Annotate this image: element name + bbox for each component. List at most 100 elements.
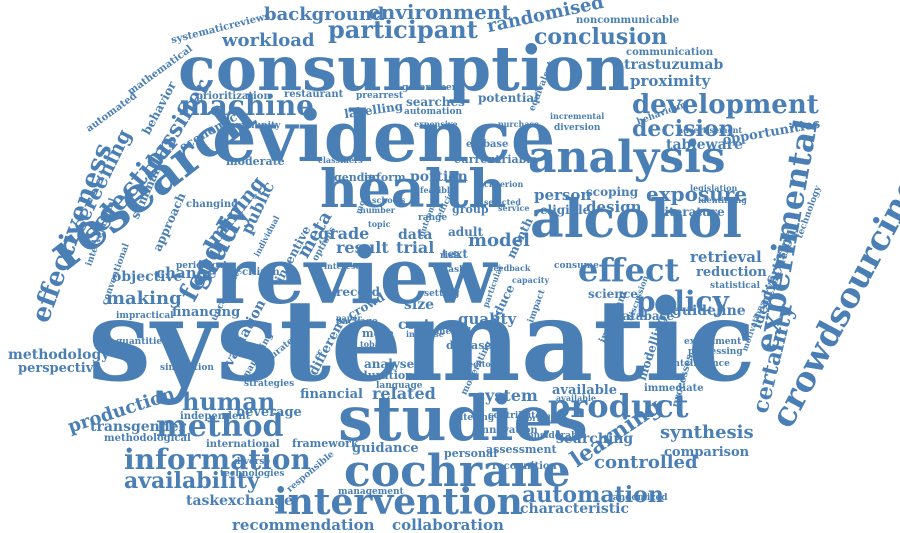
word-quality: quality [458, 310, 517, 328]
word-machine: machine [180, 89, 314, 122]
word-statistical: statistical [710, 281, 761, 291]
word-impractical: impractical [116, 311, 174, 321]
word-data: data [398, 227, 433, 243]
word-studies: studies [338, 382, 588, 455]
word-independent: independent [180, 411, 251, 422]
word-proximity: proximity [630, 72, 711, 90]
word-available: available [552, 383, 617, 398]
word-noncommunicable: noncommunicable [576, 15, 680, 26]
word-comparison: comparison [664, 445, 750, 460]
word-change: change [156, 264, 217, 282]
word-text: text [442, 247, 468, 261]
word-trial: trial [396, 238, 435, 257]
word-communication: communication [626, 47, 714, 58]
word-searching: searching [556, 431, 634, 447]
word-technologies: technologies [220, 469, 285, 479]
word-database: database [614, 309, 675, 323]
word-more: more [362, 327, 394, 340]
word-identifying: identifying [698, 195, 747, 205]
word-diverse: diverse [234, 457, 271, 467]
word-automation: automation [522, 482, 664, 508]
word-task: task [444, 265, 466, 275]
word-number: number [360, 205, 395, 215]
word-product: product [548, 387, 689, 425]
word-citizen: citizen [242, 267, 280, 278]
word-trastuzumab: trastuzumab [624, 57, 724, 73]
word-gender: gender [334, 171, 378, 184]
word-assessment: assessment [486, 443, 557, 456]
word-effect: effect [578, 251, 680, 289]
word-evidence: evidence [212, 95, 556, 178]
word-international: international [206, 439, 280, 450]
word-automation: automation [404, 107, 463, 117]
word-potential: potential [478, 91, 539, 105]
word-method: method [156, 409, 284, 444]
word-interest: interest [324, 261, 360, 271]
word-considerable: considerable [522, 431, 587, 441]
word-recognition: recognition [492, 461, 557, 472]
word-moderate: moderate [226, 155, 285, 168]
word-related: related [372, 384, 436, 403]
word-legislation: legislation [690, 183, 738, 193]
word-decision: decision [632, 116, 735, 142]
word-taskexchange: taskexchange [186, 493, 294, 509]
word-immediate: immediate [644, 383, 704, 394]
word-framework: framework [292, 437, 359, 450]
word-strategies: strategies [244, 379, 295, 389]
word-advertisement: advertisement [678, 125, 743, 135]
word-package: package [336, 317, 378, 327]
word-health: health [320, 159, 507, 220]
word-portion: portion [410, 169, 468, 185]
word-synthesis: synthesis [660, 422, 754, 443]
word-financing: financing [172, 305, 241, 320]
word-science: science [588, 287, 638, 301]
word-exposure: exposure [646, 182, 748, 206]
word-feasible: feasible [420, 185, 455, 195]
word-recommendation: recommendation [232, 516, 375, 533]
word-guidance: guidance [352, 441, 419, 456]
word-financial: financial [300, 387, 363, 402]
word-human: human [182, 387, 276, 416]
word-eligible: eligible [540, 203, 591, 217]
word-embase: embase [466, 139, 509, 150]
word-changing: changing [186, 199, 239, 210]
word-policy: policy [636, 285, 729, 318]
word-classifiers: classifiers [318, 155, 363, 165]
word-expensive: expensive [414, 119, 458, 129]
word-prearrest: prearrest [356, 91, 404, 101]
word-intervention: intervention [274, 481, 523, 523]
word-range: range [418, 213, 448, 223]
word-guideline: guideline [672, 303, 746, 319]
word-management: management [338, 487, 404, 497]
word-randomized: randomized [608, 493, 668, 503]
word-editorial: editorial [468, 359, 507, 369]
word-objective: objective [112, 269, 183, 285]
word-workplace: workplace [520, 413, 566, 423]
word-controlled: controlled [594, 452, 698, 473]
word-prioritization: prioritization [196, 91, 271, 102]
word-service: service [498, 203, 530, 213]
word-schools: schools [372, 195, 406, 205]
word-group: group [452, 203, 489, 216]
word-methodology: methodology [8, 347, 110, 363]
word-government: government [402, 83, 463, 93]
word-conclusion: conclusion [534, 24, 668, 50]
word-development: development [632, 90, 819, 120]
word-environment: environment [368, 0, 511, 24]
word-quantities: quantities [116, 337, 168, 347]
word-adult: adult [448, 225, 483, 239]
word-language: language [376, 381, 423, 391]
word-systematic: systematic [88, 276, 756, 407]
word-background: background [264, 4, 385, 25]
word-available: available [556, 393, 596, 403]
word-review: review [214, 231, 497, 322]
word-variable: variable [488, 153, 538, 166]
word-increase: increase [406, 329, 444, 339]
word-altering: altering [454, 413, 495, 423]
word-diversion: diversion [554, 123, 601, 133]
word-risk: risk [440, 251, 460, 261]
word-alcohol: alcohol [530, 189, 743, 250]
word-simulation: simulation [160, 363, 214, 373]
word-transgender: transgender [90, 419, 186, 435]
